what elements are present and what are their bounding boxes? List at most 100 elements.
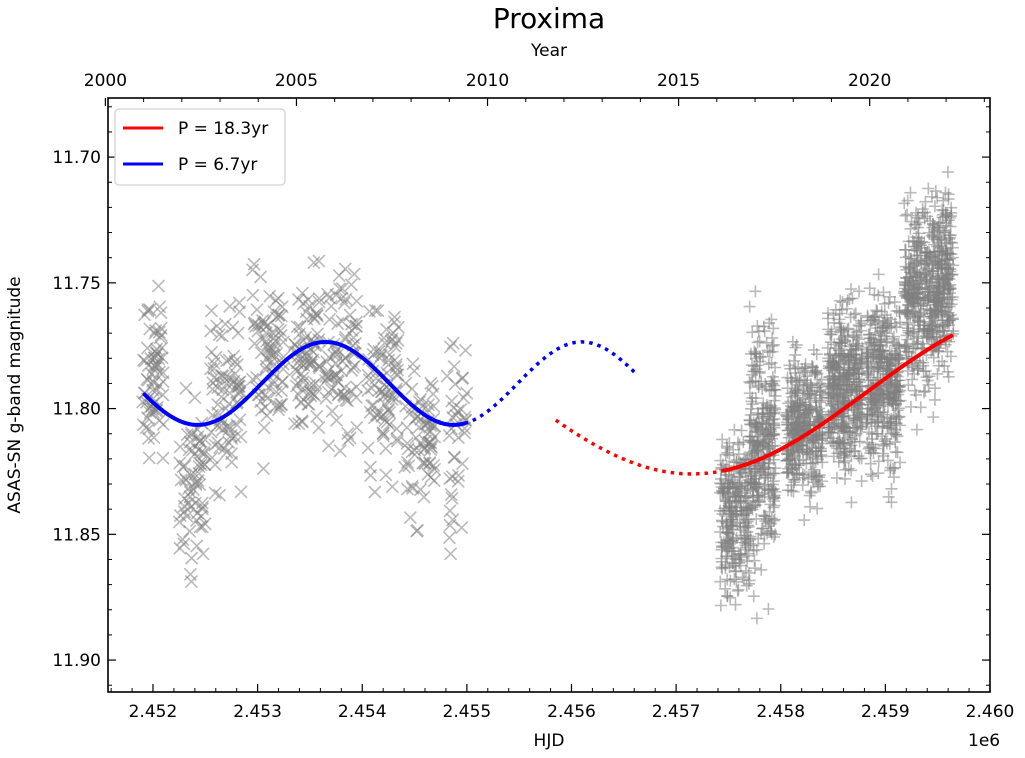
- data-point: [246, 372, 260, 386]
- data-point: [212, 488, 227, 502]
- data-point: [381, 353, 396, 367]
- data-point: [842, 322, 855, 335]
- data-point: [934, 241, 947, 254]
- data-point: [225, 431, 239, 446]
- data-point: [931, 191, 944, 204]
- data-point: [445, 491, 459, 505]
- data-point: [723, 542, 736, 555]
- data-point: [350, 294, 364, 308]
- data-point: [310, 327, 324, 341]
- data-point: [319, 374, 333, 388]
- data-point: [761, 344, 774, 357]
- data-point: [908, 259, 921, 272]
- data-point: [837, 379, 850, 392]
- data-point: [339, 292, 353, 306]
- data-point: [795, 414, 808, 427]
- data-point: [927, 351, 940, 364]
- x-tick-label: 2.456: [547, 702, 596, 722]
- data-point: [324, 299, 338, 313]
- data-point: [455, 457, 470, 471]
- data-point: [740, 549, 753, 562]
- data-point: [370, 407, 384, 422]
- data-point: [864, 371, 877, 384]
- data-point: [790, 400, 803, 413]
- data-point: [927, 411, 940, 424]
- data-point: [231, 326, 245, 340]
- data-point: [752, 443, 765, 456]
- data-point: [745, 449, 758, 462]
- data-point: [936, 208, 949, 221]
- data-point: [427, 462, 442, 476]
- data-point: [204, 304, 219, 318]
- data-point: [863, 282, 876, 295]
- data-point: [842, 462, 855, 475]
- data-point: [349, 380, 363, 394]
- data-point: [929, 382, 942, 395]
- data-point: [724, 574, 737, 587]
- data-point: [330, 348, 344, 362]
- data-point: [943, 211, 956, 224]
- data-point: [781, 410, 794, 423]
- data-point: [246, 288, 260, 302]
- data-point: [902, 308, 915, 321]
- data-point: [913, 308, 926, 321]
- data-point: [270, 398, 284, 413]
- data-point: [947, 325, 960, 338]
- data-point: [926, 221, 939, 234]
- data-point: [254, 395, 268, 409]
- data-point: [853, 285, 866, 298]
- data-point: [845, 343, 858, 356]
- data-point: [788, 428, 801, 441]
- data-point: [409, 431, 423, 445]
- data-point: [738, 532, 751, 545]
- x-offset-label: 1e6: [968, 731, 1000, 751]
- data-point: [383, 348, 397, 362]
- data-point: [136, 353, 151, 367]
- data-point: [934, 262, 947, 275]
- data-point: [716, 515, 729, 528]
- x-axis-title: HJD: [534, 731, 565, 751]
- data-point: [762, 443, 775, 456]
- data-point: [141, 431, 156, 446]
- data-point: [840, 369, 853, 382]
- data-point: [904, 310, 917, 323]
- data-point: [757, 430, 770, 443]
- data-point: [904, 400, 917, 413]
- data-point: [747, 590, 760, 603]
- data-point: [444, 547, 458, 561]
- data-point: [720, 526, 733, 539]
- data-point: [906, 361, 919, 374]
- data-point: [403, 510, 417, 525]
- data-point: [209, 350, 223, 364]
- data-point: [150, 342, 164, 356]
- data-point: [826, 373, 839, 386]
- data-point: [224, 378, 239, 392]
- data-point: [894, 456, 907, 469]
- data-point: [726, 532, 739, 545]
- data-point: [746, 326, 759, 339]
- legend-label-blue: P = 6.7yr: [178, 155, 257, 175]
- data-point: [195, 502, 209, 516]
- data-point: [812, 412, 825, 425]
- data-point: [789, 348, 802, 361]
- data-point: [836, 296, 849, 309]
- data-point: [716, 433, 729, 446]
- top-tick-label: 2005: [275, 71, 318, 91]
- data-point: [876, 316, 889, 329]
- data-point: [901, 194, 914, 207]
- data-point: [789, 362, 802, 375]
- data-point: [362, 352, 376, 367]
- data-point: [849, 307, 862, 320]
- data-point: [424, 376, 438, 390]
- data-point: [322, 439, 336, 453]
- data-point: [250, 303, 264, 317]
- data-point: [149, 357, 164, 371]
- data-point: [361, 368, 375, 382]
- data-point: [789, 473, 802, 486]
- data-point: [299, 330, 313, 344]
- data-point: [882, 490, 895, 503]
- data-point: [826, 437, 839, 450]
- data-point: [402, 407, 417, 421]
- data-point: [942, 258, 955, 271]
- data-point: [866, 470, 879, 483]
